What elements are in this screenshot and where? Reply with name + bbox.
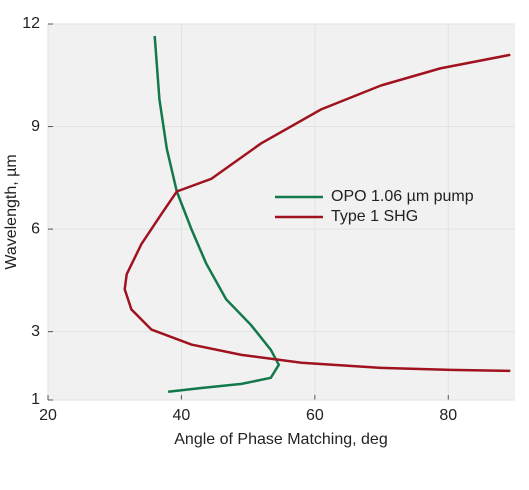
y-tick-label: 3 [31,323,40,340]
legend-label: OPO 1.06 µm pump [331,188,474,205]
plot-area [48,24,515,400]
x-tick-label: 20 [39,407,57,424]
line-series [153,35,281,394]
y-axis-label: Wavelength, µm [3,154,20,269]
y-tick-label: 6 [31,220,40,237]
legend-label: Type 1 SHG [331,208,418,225]
x-tick-label: 80 [439,407,457,424]
x-tick-label: 60 [306,407,324,424]
x-axis-label: Angle of Phase Matching, deg [174,431,387,448]
y-tick-label: 9 [31,118,40,135]
y-tick-label: 12 [22,15,40,32]
x-tick-label: 40 [173,407,191,424]
y-tick-label: 1 [31,391,40,408]
line-series [123,53,511,373]
